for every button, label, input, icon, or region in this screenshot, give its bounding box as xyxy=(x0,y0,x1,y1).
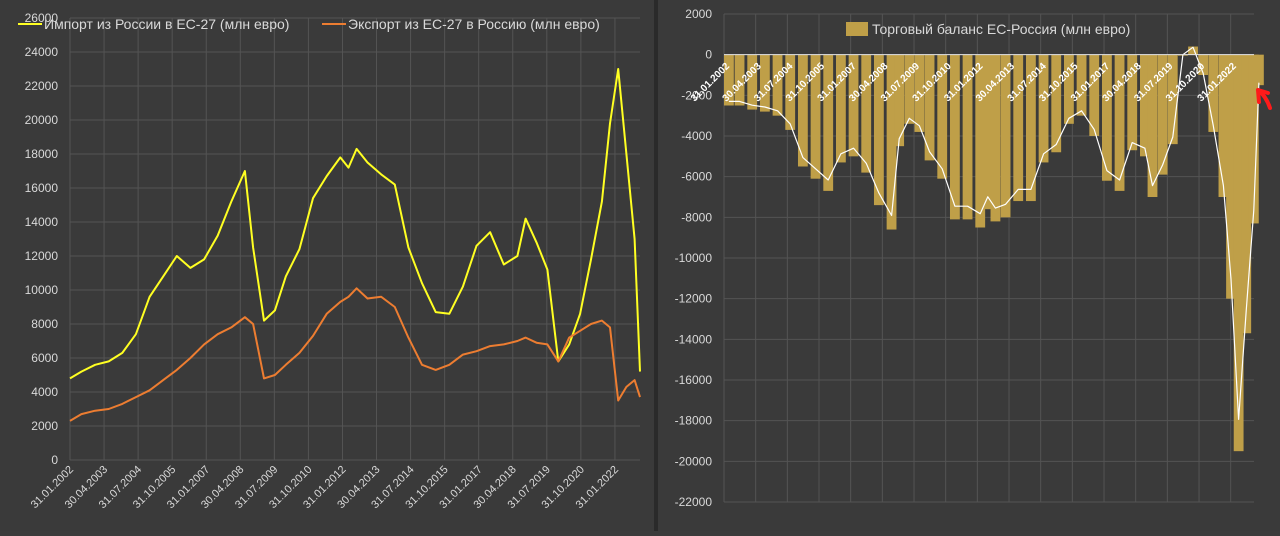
y-tick-label: 2000 xyxy=(685,7,712,21)
balance-bar xyxy=(1218,54,1229,197)
balance-bar xyxy=(861,54,872,173)
balance-bar xyxy=(1139,54,1150,157)
y-tick-label: 14000 xyxy=(25,215,59,229)
y-tick-label: 0 xyxy=(705,48,712,62)
balance-bar xyxy=(1038,54,1049,163)
y-tick-label: -8000 xyxy=(681,210,712,224)
y-tick-label: -10000 xyxy=(675,251,713,265)
balance-bar xyxy=(1051,54,1062,153)
y-tick-label: -2000 xyxy=(681,88,712,102)
import-export-chart: 0 2000 4000 6000 8000 10000 12000 14000 16000 180… xyxy=(18,11,641,511)
balance-bar xyxy=(886,54,897,230)
balance-bar xyxy=(1157,54,1168,175)
y-tick-label: -14000 xyxy=(675,332,713,346)
balance-bar xyxy=(990,54,1001,222)
import-export-chart-panel: 0 2000 4000 6000 8000 10000 12000 14000 16000 180… xyxy=(18,11,641,512)
annotation-arrow-icon xyxy=(1256,88,1272,110)
balance-bar xyxy=(1127,54,1138,151)
balance-bar xyxy=(1025,54,1036,202)
balance-bar xyxy=(914,54,925,132)
balance-bar xyxy=(894,54,905,147)
y-tick-label: 26000 xyxy=(25,11,59,25)
balance-bar xyxy=(1013,54,1024,202)
y-tick-label: 2000 xyxy=(31,419,58,433)
balance-bar xyxy=(1188,46,1198,55)
balance-bar xyxy=(747,54,758,110)
balance-bar xyxy=(785,54,796,130)
balance-bar xyxy=(1000,54,1011,218)
balance-bar xyxy=(759,54,770,112)
y-tick-label: 6000 xyxy=(31,351,58,365)
balance-trend-line xyxy=(728,46,1260,420)
y-tick-label: -6000 xyxy=(681,170,712,184)
balance-bar xyxy=(1198,54,1209,75)
y-tick-label: -4000 xyxy=(681,129,712,143)
import-series-line xyxy=(69,68,641,380)
panel-divider xyxy=(654,0,658,531)
y-tick-label: 22000 xyxy=(25,79,59,93)
y-tick-label: 10000 xyxy=(25,283,59,297)
y-tick-label: 20000 xyxy=(25,113,59,127)
balance-bar xyxy=(1226,54,1236,299)
y-tick-label: 12000 xyxy=(25,249,59,263)
balance-bar xyxy=(823,54,834,191)
balance-bar xyxy=(1254,54,1264,86)
balance-bar xyxy=(810,54,821,179)
y-tick-label: -20000 xyxy=(675,454,713,468)
balance-bar xyxy=(1167,54,1178,145)
y-tick-label: 8000 xyxy=(31,317,58,331)
balance-bar xyxy=(962,54,973,220)
balance-bar xyxy=(937,54,948,179)
balance-bar xyxy=(1076,54,1087,116)
y-tick-label: 18000 xyxy=(25,147,59,161)
balance-bar xyxy=(873,54,884,206)
y-tick-label: -18000 xyxy=(675,414,713,428)
balance-bar xyxy=(835,54,846,163)
balance-bar xyxy=(797,54,808,167)
y-tick-label: 24000 xyxy=(25,45,59,59)
export-series-line xyxy=(69,287,641,422)
y-tick-label: -16000 xyxy=(675,373,713,387)
y-tick-label: 4000 xyxy=(31,385,58,399)
balance-bar xyxy=(1114,54,1125,191)
export-legend-label: Экспорт из ЕС-27 в Россию (млн евро) xyxy=(348,16,600,32)
balance-bar xyxy=(1208,54,1219,132)
balance-bar xyxy=(1248,54,1259,224)
balance-bar xyxy=(924,54,935,161)
import-legend-label: Импорт из России в ЕС-27 (млн евро) xyxy=(44,16,289,32)
balance-bar xyxy=(1063,54,1074,124)
balance-bar xyxy=(734,54,745,106)
balance-bar xyxy=(982,54,993,210)
trade-balance-chart: 2000 0 -2000 -4000 -6000 -8000 -10000 -12000 -14… xyxy=(675,7,1272,509)
y-tick-label: -22000 xyxy=(675,495,713,509)
y-tick-label: -12000 xyxy=(675,292,713,306)
balance-bar xyxy=(1101,54,1112,181)
balance-legend-swatch xyxy=(846,22,868,36)
balance-bar xyxy=(724,54,734,106)
balance-bar xyxy=(848,54,859,157)
balance-bar xyxy=(1147,54,1158,197)
balance-legend-label: Торговый баланс ЕС-Россия (млн евро) xyxy=(872,21,1130,37)
balance-bar xyxy=(975,54,986,228)
balance-bar xyxy=(949,54,960,220)
y-tick-label: 0 xyxy=(51,453,58,467)
balance-bar xyxy=(904,54,915,124)
y-tick-label: 16000 xyxy=(25,181,59,195)
trade-balance-chart-panel: 2000 0 -2000 -4000 -6000 -8000 -10000 -12000 -14… xyxy=(658,0,1280,531)
balance-bar xyxy=(1241,54,1252,334)
balance-bar xyxy=(1089,54,1100,136)
balance-bar xyxy=(1233,54,1244,452)
balance-bar xyxy=(772,54,783,116)
